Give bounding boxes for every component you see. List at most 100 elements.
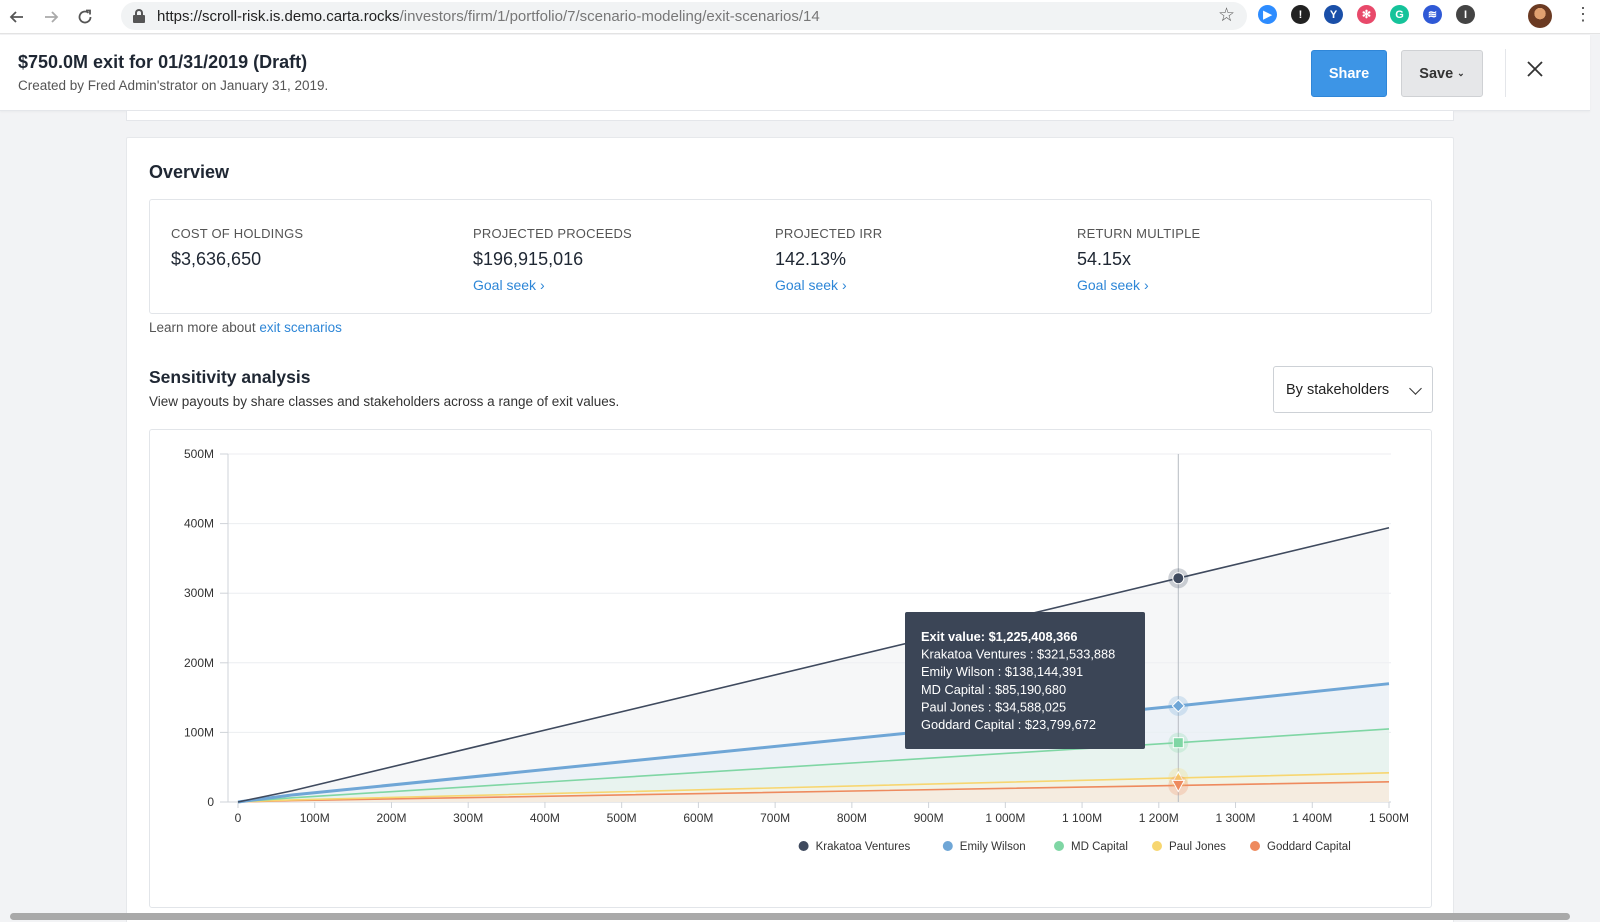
metric-label: PROJECTED PROCEEDS [473, 226, 632, 241]
metric-label: PROJECTED IRR [775, 226, 883, 241]
x-tick-label: 1 400M [1292, 811, 1332, 825]
series-line-krakatoa-ventures[interactable] [237, 526, 1390, 803]
tooltip-exit-value: Exit value: $1,225,408,366 [921, 629, 1078, 644]
metric-projected-irr: PROJECTED IRR 142.13% Goal seek › [775, 226, 882, 293]
legend-swatch [1152, 841, 1162, 851]
x-tick-label: 1 100M [1062, 811, 1102, 825]
x-tick-label: 1 000M [985, 811, 1025, 825]
x-tick-label: 700M [760, 811, 790, 825]
back-icon[interactable] [0, 2, 34, 32]
forward-icon[interactable] [34, 2, 68, 32]
exit-scenarios-link[interactable]: exit scenarios [259, 320, 342, 335]
browser-toolbar: https://scroll-risk.is.demo.carta.rocks /… [0, 0, 1600, 34]
reload-icon[interactable] [68, 2, 102, 32]
chevron-right-icon: › [1143, 277, 1149, 293]
x-tick-label: 400M [530, 811, 560, 825]
hover-marker-emily-wilson[interactable] [1171, 699, 1186, 713]
y-tick-label: 300M [184, 586, 214, 600]
tooltip-line: Krakatoa Ventures : $321,533,888 [921, 647, 1115, 662]
address-bar[interactable]: https://scroll-risk.is.demo.carta.rocks /… [121, 2, 1247, 30]
save-button[interactable]: Save ⌄ [1401, 50, 1483, 97]
password-manager-icon[interactable]: ! [1291, 5, 1310, 24]
exit-scenario-card: Overview COST OF HOLDINGS $3,636,650 PRO… [126, 137, 1454, 922]
metric-value: $196,915,016 [473, 249, 584, 269]
y-tick-label: 0 [207, 795, 214, 809]
legend-item-emily-wilson[interactable]: Emily Wilson [960, 841, 1026, 853]
metric-value: $3,636,650 [171, 249, 262, 269]
tooltip-line: Paul Jones : $34,588,025 [921, 699, 1066, 714]
url-host: https://scroll-risk.is.demo.carta.rocks [157, 7, 400, 25]
pinwheel-icon[interactable]: ✻ [1357, 5, 1376, 24]
series-line-paul-jones[interactable] [237, 771, 1390, 803]
bookmark-star-icon[interactable]: ☆ [1218, 5, 1236, 26]
legend-swatch [798, 841, 809, 851]
goal-seek-label: Goal seek [1077, 277, 1141, 293]
x-tick-label: 100M [300, 811, 330, 825]
zoom-video-icon[interactable]: ▶ [1258, 5, 1277, 24]
sensitivity-chart: 0 100M 200M 300M 400M 500M 0 100M 200M 300M 400M 50… [149, 429, 1432, 908]
goal-seek-label: Goal seek [775, 277, 839, 293]
page-title: $750.0M exit for 01/31/2019 (Draft) [18, 52, 308, 72]
url-path: /investors/firm/1/portfolio/7/scenario-m… [399, 7, 820, 25]
y-tick-label: 400M [184, 517, 214, 531]
hover-marker-krakatoa-ventures[interactable] [1172, 572, 1185, 585]
stripes-icon[interactable]: ≋ [1423, 5, 1442, 24]
goal-seek-label: Goal seek [473, 277, 537, 293]
legend-swatch [1250, 841, 1260, 851]
sensitivity-chart-svg[interactable]: 0 100M 200M 300M 400M 500M 0 100M 200M 300M 400M 50… [150, 430, 1433, 909]
overview-metrics: COST OF HOLDINGS $3,636,650 PROJECTED PR… [149, 199, 1432, 314]
sensitivity-subtitle: View payouts by share classes and stakeh… [149, 394, 620, 409]
y-tick-label: 500M [184, 447, 214, 461]
hover-marker-goddard-capital[interactable] [1171, 779, 1186, 793]
tooltip-line: MD Capital : $85,190,680 [921, 682, 1066, 697]
vimcal-y-icon[interactable]: Y [1324, 5, 1343, 24]
x-tick-label: 800M [837, 811, 867, 825]
grammarly-icon[interactable]: G [1390, 5, 1409, 24]
goal-seek-link[interactable]: Goal seek › [775, 277, 882, 293]
lock-icon [133, 9, 145, 23]
notion-icon[interactable]: I [1456, 5, 1475, 24]
chevron-right-icon: › [841, 277, 847, 293]
group-by-value: By stakeholders [1286, 381, 1390, 398]
legend-item-paul-jones[interactable]: Paul Jones [1169, 841, 1226, 853]
legend-swatch [1054, 841, 1064, 851]
metric-cost-of-holdings: COST OF HOLDINGS $3,636,650 [171, 226, 303, 270]
y-tick-label: 100M [184, 725, 214, 739]
x-tick-label: 300M [453, 811, 483, 825]
x-tick-label: 1 300M [1216, 811, 1256, 825]
metric-label: COST OF HOLDINGS [171, 226, 304, 241]
close-icon[interactable] [1521, 55, 1549, 83]
hover-marker-md-capital[interactable] [1172, 737, 1184, 749]
metric-return-multiple: RETURN MULTIPLE 54.15x Goal seek › [1077, 226, 1200, 293]
tooltip-line: Goddard Capital : $23,799,672 [921, 717, 1096, 732]
scenario-header: $750.0M exit for 01/31/2019 (Draft) Crea… [0, 35, 1590, 111]
legend-item-md-capital[interactable]: MD Capital [1071, 841, 1128, 853]
chevron-down-icon: ⌄ [1457, 68, 1465, 78]
chart-tooltip [905, 612, 1145, 749]
metric-value: 142.13% [775, 249, 847, 269]
x-tick-label: 1 500M [1369, 811, 1409, 825]
y-tick-label: 200M [184, 656, 214, 670]
profile-avatar[interactable] [1528, 4, 1552, 28]
x-tick-label: 0 [235, 811, 242, 825]
x-tick-label: 200M [376, 811, 406, 825]
share-button[interactable]: Share [1311, 50, 1387, 97]
chevron-right-icon: › [539, 277, 545, 293]
group-by-select[interactable]: By stakeholders [1273, 366, 1433, 413]
legend-item-krakatoa-ventures[interactable]: Krakatoa Ventures [816, 841, 911, 853]
legend-item-goddard-capital[interactable]: Goddard Capital [1267, 841, 1351, 853]
goal-seek-link[interactable]: Goal seek › [473, 277, 632, 293]
save-button-label: Save [1419, 65, 1454, 82]
browser-menu-icon[interactable]: ⋮ [1574, 4, 1592, 24]
legend-swatch [942, 841, 953, 851]
overview-title: Overview [149, 162, 230, 182]
horizontal-scrollbar[interactable] [10, 913, 1570, 920]
metric-label: RETURN MULTIPLE [1077, 226, 1201, 241]
series-line-emily-wilson[interactable] [237, 682, 1390, 804]
metric-value: 54.15x [1077, 249, 1132, 269]
x-tick-label: 600M [683, 811, 713, 825]
header-divider [1505, 49, 1506, 97]
goal-seek-link[interactable]: Goal seek › [1077, 277, 1200, 293]
tooltip-line: Emily Wilson : $138,144,391 [921, 664, 1083, 679]
previous-card-edge [126, 111, 1454, 121]
